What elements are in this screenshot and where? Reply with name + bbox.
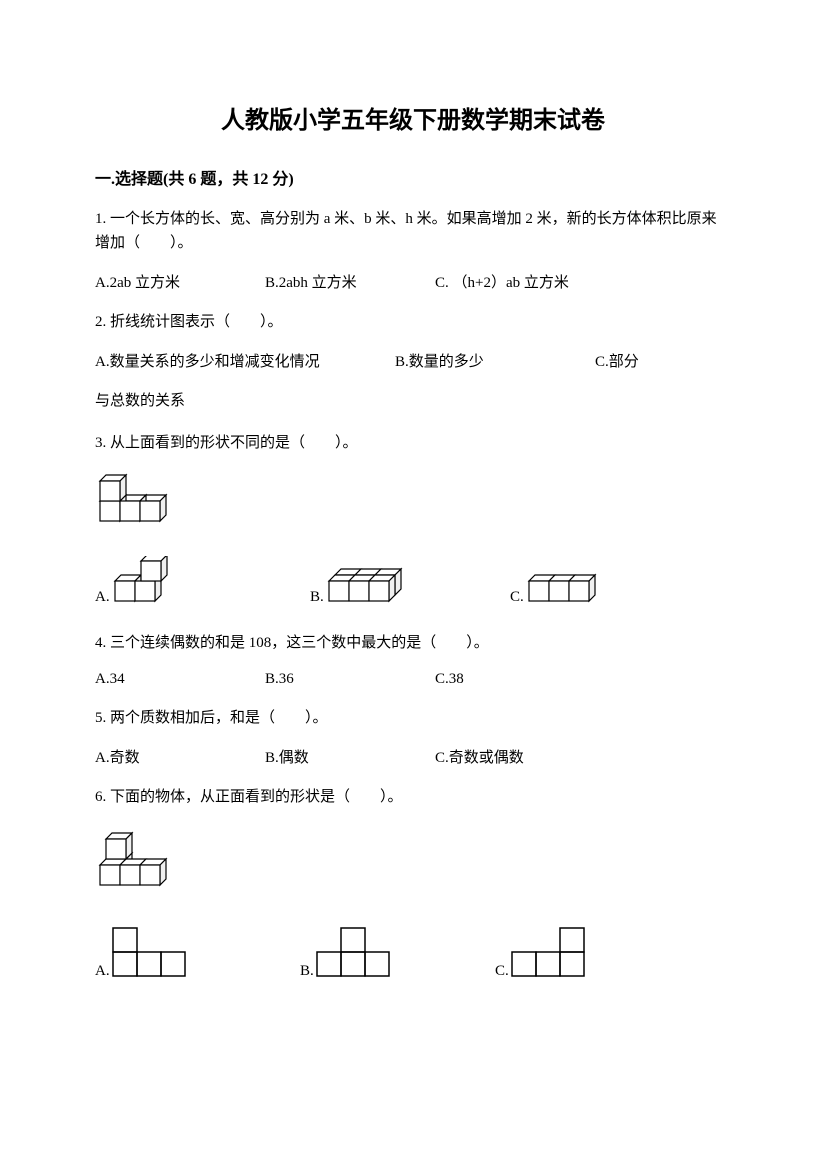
question-5: 5. 两个质数相加后，和是（ ）。 <box>95 706 731 730</box>
q5-option-b: B.偶数 <box>265 746 435 767</box>
q2-option-c: C.部分 <box>595 350 695 371</box>
q5-option-c: C.奇数或偶数 <box>435 746 635 767</box>
cube-figure-c <box>524 571 609 606</box>
q6-option-c: C. <box>495 963 509 980</box>
flat-figure-c <box>509 925 589 980</box>
question-5-options: A.奇数 B.偶数 C.奇数或偶数 <box>95 746 731 767</box>
cube-figure-b <box>324 561 414 606</box>
question-1-options: A.2ab 立方米 B.2abh 立方米 C. （h+2）ab 立方米 <box>95 271 731 292</box>
q6-option-a: A. <box>95 963 110 980</box>
cube-figure-q6-stem <box>95 825 190 890</box>
q2-option-b: B.数量的多少 <box>395 350 595 371</box>
cube-figure-a <box>110 556 185 606</box>
q3-option-c: C. <box>510 589 524 606</box>
q2-overflow: 与总数的关系 <box>95 389 731 413</box>
question-2: 2. 折线统计图表示（ ）。 <box>95 310 731 334</box>
question-4: 4. 三个连续偶数的和是 108，这三个数中最大的是（ ）。 <box>95 631 731 655</box>
q6-stem-figure <box>95 825 731 890</box>
q4-option-a: A.34 <box>95 671 265 688</box>
q1-option-c: C. （h+2）ab 立方米 <box>435 271 635 292</box>
flat-figure-b <box>314 925 394 980</box>
q3-options-figures: A. B. <box>95 556 731 606</box>
q4-option-c: C.38 <box>435 671 635 688</box>
question-2-options: A.数量关系的多少和增减变化情况 B.数量的多少 C.部分 <box>95 350 731 371</box>
q6-options-figures: A. B. C. <box>95 925 731 980</box>
question-3: 3. 从上面看到的形状不同的是（ ）。 <box>95 431 731 455</box>
section-header: 一.选择题(共 6 题，共 12 分) <box>95 165 731 189</box>
cube-figure-stem <box>95 471 170 526</box>
q5-option-a: A.奇数 <box>95 746 265 767</box>
q4-option-b: B.36 <box>265 671 435 688</box>
q3-stem-figure <box>95 471 731 526</box>
q3-option-a: A. <box>95 589 110 606</box>
q3-option-b: B. <box>310 589 324 606</box>
question-4-options: A.34 B.36 C.38 <box>95 671 731 688</box>
flat-figure-a <box>110 925 190 980</box>
q2-option-a: A.数量关系的多少和增减变化情况 <box>95 350 395 371</box>
question-1: 1. 一个长方体的长、宽、高分别为 a 米、b 米、h 米。如果高增加 2 米，… <box>95 207 731 255</box>
question-6: 6. 下面的物体，从正面看到的形状是（ ）。 <box>95 785 731 809</box>
q6-option-b: B. <box>300 963 314 980</box>
q1-option-b: B.2abh 立方米 <box>265 271 435 292</box>
q1-option-a: A.2ab 立方米 <box>95 271 265 292</box>
page-title: 人教版小学五年级下册数学期末试卷 <box>95 100 731 135</box>
